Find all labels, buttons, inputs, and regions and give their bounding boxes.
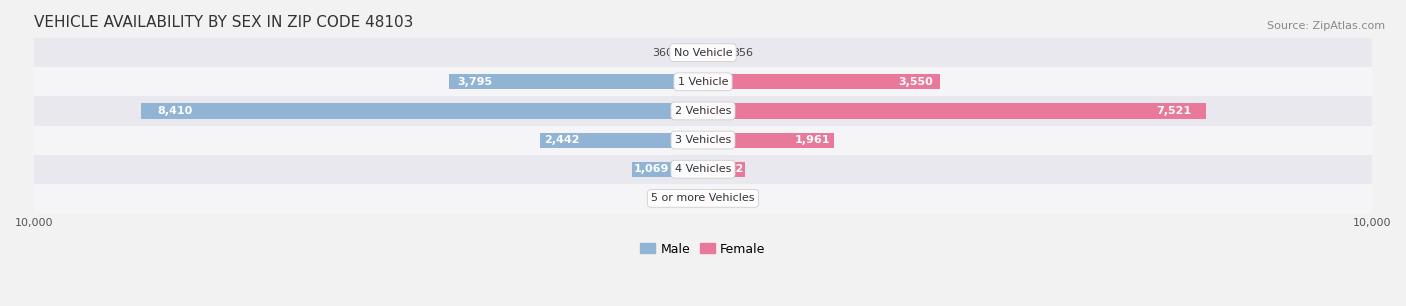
Text: 360: 360 — [652, 48, 673, 58]
Text: 5 or more Vehicles: 5 or more Vehicles — [651, 193, 755, 203]
Text: 160: 160 — [718, 193, 740, 203]
Bar — [703, 132, 834, 148]
Text: 1,961: 1,961 — [794, 135, 830, 145]
Bar — [34, 67, 1372, 96]
Legend: Male, Female: Male, Female — [641, 243, 765, 256]
Bar — [703, 45, 727, 60]
Bar — [34, 96, 1372, 125]
Bar — [631, 162, 703, 177]
Text: No Vehicle: No Vehicle — [673, 48, 733, 58]
Bar — [34, 38, 1372, 67]
Bar — [697, 191, 703, 206]
Text: 2 Vehicles: 2 Vehicles — [675, 106, 731, 116]
Bar — [34, 184, 1372, 213]
Text: 94: 94 — [678, 193, 692, 203]
Bar — [540, 132, 703, 148]
Text: 622: 622 — [720, 164, 744, 174]
Text: 2,442: 2,442 — [544, 135, 581, 145]
Bar — [703, 74, 941, 89]
Bar — [449, 74, 703, 89]
Text: 7,521: 7,521 — [1156, 106, 1191, 116]
Bar — [703, 103, 1206, 118]
Text: 3 Vehicles: 3 Vehicles — [675, 135, 731, 145]
Text: VEHICLE AVAILABILITY BY SEX IN ZIP CODE 48103: VEHICLE AVAILABILITY BY SEX IN ZIP CODE … — [34, 15, 413, 30]
Bar — [34, 125, 1372, 155]
Text: 8,410: 8,410 — [157, 106, 193, 116]
Text: 3,795: 3,795 — [457, 77, 492, 87]
Text: 1 Vehicle: 1 Vehicle — [678, 77, 728, 87]
Bar — [679, 45, 703, 60]
Bar — [703, 191, 714, 206]
Bar — [34, 155, 1372, 184]
Text: 3,550: 3,550 — [898, 77, 934, 87]
Bar — [141, 103, 703, 118]
Text: 356: 356 — [733, 48, 754, 58]
Text: 4 Vehicles: 4 Vehicles — [675, 164, 731, 174]
Text: 1,069: 1,069 — [634, 164, 669, 174]
Text: Source: ZipAtlas.com: Source: ZipAtlas.com — [1267, 21, 1385, 32]
Bar — [703, 162, 745, 177]
